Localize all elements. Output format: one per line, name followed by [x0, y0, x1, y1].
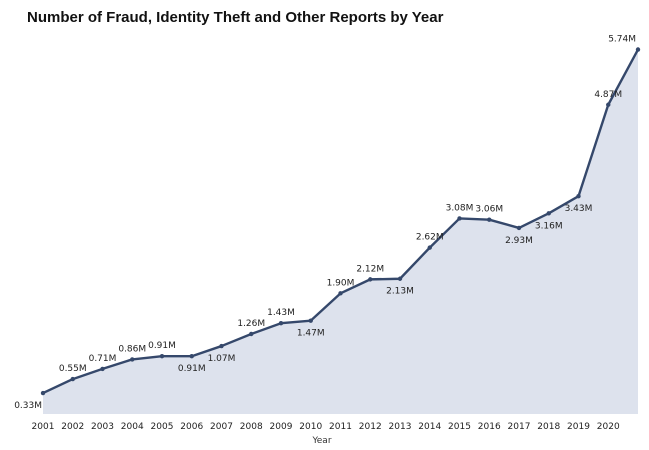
x-tick-label: 2012	[359, 422, 382, 432]
data-point	[278, 320, 284, 326]
data-label: 3.16M	[535, 221, 563, 231]
x-tick-label: 2001	[32, 422, 55, 432]
data-label: 1.90M	[327, 278, 355, 288]
data-point	[546, 211, 551, 216]
data-point	[159, 354, 165, 359]
x-tick-label: 2002	[61, 422, 84, 432]
data-label: 2.93M	[505, 236, 533, 246]
data-label: 2.13M	[386, 287, 414, 297]
x-tick-label: 2003	[91, 422, 114, 432]
data-point	[189, 354, 194, 359]
x-tick-label: 2013	[389, 422, 412, 432]
x-tick-label: 2014	[418, 422, 441, 432]
x-tick-label: 2015	[448, 422, 471, 432]
data-point	[397, 276, 403, 281]
data-point	[308, 318, 313, 323]
x-tick-label: 2009	[270, 422, 293, 432]
area-fill	[43, 49, 638, 414]
chart-title: Number of Fraud, Identity Theft and Othe…	[27, 9, 444, 26]
x-tick-label: 2010	[299, 422, 322, 432]
data-label: 0.33M	[14, 401, 42, 411]
x-tick-label: 2020	[597, 422, 620, 432]
data-point	[427, 245, 432, 250]
x-tick-label: 2017	[508, 422, 531, 432]
data-label: 1.43M	[267, 308, 295, 318]
data-label: 3.08M	[446, 203, 474, 213]
data-label: 0.55M	[59, 364, 87, 374]
data-point	[40, 390, 46, 396]
data-label: 3.43M	[565, 204, 593, 214]
data-label: 3.06M	[475, 205, 503, 215]
x-tick-label: 2005	[151, 422, 174, 432]
x-tick-label: 2004	[121, 422, 144, 432]
data-point	[368, 277, 373, 282]
x-tick-label: 2008	[240, 422, 263, 432]
data-point	[249, 331, 254, 337]
data-label: 0.91M	[178, 364, 206, 374]
data-point	[635, 47, 641, 52]
x-tick-label: 2018	[537, 422, 560, 432]
data-label: 0.71M	[89, 354, 117, 364]
data-point	[516, 225, 522, 231]
data-label: 2.62M	[416, 233, 444, 243]
x-tick-label: 2006	[180, 422, 203, 432]
data-label: 1.07M	[208, 354, 236, 364]
x-tick-label: 2019	[567, 422, 590, 432]
x-axis-title: Year	[311, 436, 331, 446]
data-point	[130, 357, 135, 362]
data-label: 4.87M	[594, 90, 622, 100]
data-point	[606, 102, 611, 107]
data-label: 0.91M	[148, 341, 176, 351]
data-point	[219, 343, 224, 349]
data-label: 5.74M	[608, 35, 636, 45]
x-tick-label: 2011	[329, 422, 352, 432]
data-point	[338, 291, 343, 296]
x-tick-label: 2016	[478, 422, 501, 432]
data-label: 0.86M	[118, 344, 146, 354]
data-point	[70, 376, 75, 382]
data-point	[100, 366, 105, 372]
data-label: 1.26M	[237, 319, 265, 329]
data-point	[487, 217, 492, 222]
x-tick-label: 2007	[210, 422, 233, 432]
data-point	[576, 193, 581, 199]
data-label: 2.12M	[356, 264, 384, 274]
data-point	[457, 216, 462, 221]
data-label: 1.47M	[297, 329, 325, 339]
